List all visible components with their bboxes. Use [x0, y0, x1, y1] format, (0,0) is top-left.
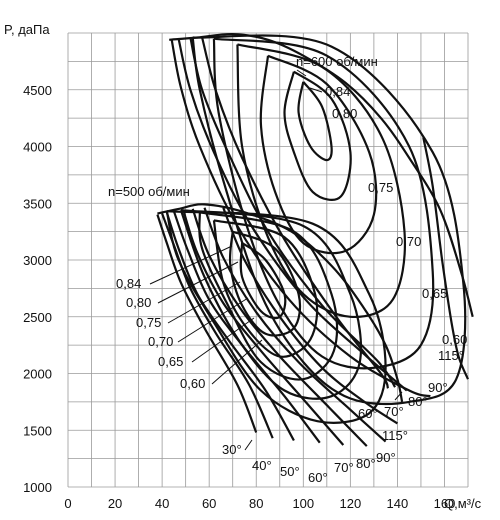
blade-angle-curve-600 — [201, 37, 390, 389]
leader-line — [149, 245, 233, 285]
fan-500-labels: n=500 об/мин 0,84 0,80 0,75 0,70 0,65 0,… — [108, 184, 408, 485]
eff-label-600-075: 0,75 — [368, 180, 393, 195]
y-tick-label: 2500 — [23, 310, 52, 325]
angle-label-500-70: 70° — [334, 460, 354, 475]
blade-angle-curve-500 — [222, 207, 399, 425]
leader-line — [394, 391, 403, 401]
x-tick-label: 60 — [202, 496, 216, 511]
x-tick-label: 120 — [340, 496, 362, 511]
head-curve-600 — [169, 32, 474, 318]
efficiency-contour-500 — [212, 219, 319, 358]
angle-label-600-90: 90° — [428, 380, 448, 395]
efficiency-contour-500 — [228, 230, 302, 337]
y-axis-title: P, даПа — [4, 22, 50, 37]
x-tick-label: 20 — [108, 496, 122, 511]
efficiency-contour-600 — [283, 70, 352, 201]
y-tick-label: 2000 — [23, 367, 52, 382]
x-tick-label: 100 — [292, 496, 314, 511]
speed-label-500: n=500 об/мин — [108, 184, 190, 199]
eff-label-600-070: 0,70 — [396, 234, 421, 249]
y-tick-label: 1000 — [23, 480, 52, 495]
blade-angle-curve-500 — [161, 213, 274, 439]
eff-label-500-065: 0,65 — [158, 354, 183, 369]
angle-label-600-115: 115° — [438, 348, 464, 363]
efficiency-contour-500 — [198, 211, 339, 381]
leader-lines — [149, 69, 403, 451]
angle-label-500-50: 50° — [280, 464, 300, 479]
y-tick-label: 1500 — [23, 423, 52, 438]
angle-label-500-90: 90° — [376, 450, 396, 465]
y-tick-label: 4500 — [23, 83, 52, 98]
blade-angle-curve-500 — [182, 209, 345, 446]
fan-600-labels: n=600 об/мин 0,84 0,80 0,75 0,70 0,65 0,… — [296, 54, 467, 421]
angle-label-500-80: 80° — [356, 456, 376, 471]
leader-line — [177, 297, 249, 343]
eff-label-500-080: 0,80 — [126, 295, 151, 310]
blade-angle-curve-500 — [191, 208, 368, 447]
y-tick-label: 3000 — [23, 253, 52, 268]
speed-label-600: n=600 об/мин — [296, 54, 378, 69]
x-tick-label: 140 — [387, 496, 409, 511]
leader-line — [244, 439, 253, 451]
leader-line — [211, 339, 263, 385]
y-tick-label: 3500 — [23, 196, 52, 211]
eff-label-500-060: 0,60 — [180, 376, 205, 391]
eff-label-600-084: 0,84 — [325, 84, 350, 99]
blade-angle-curve-500 — [172, 210, 321, 444]
leader-line — [191, 317, 255, 363]
eff-label-500-084: 0,84 — [116, 276, 141, 291]
angle-label-500-115: 115° — [382, 428, 408, 443]
leader-line — [309, 87, 323, 93]
blade-angle-curve-600 — [189, 37, 397, 388]
efficiency-contour-600 — [236, 43, 406, 319]
x-tick-label: 80 — [249, 496, 263, 511]
efficiency-contour-500 — [179, 209, 363, 400]
angle-label-600-60: 60° — [358, 406, 378, 421]
leader-line — [157, 261, 239, 304]
eff-label-500-070: 0,70 — [148, 334, 173, 349]
angle-label-500-60: 60° — [308, 470, 328, 485]
blade-angle-curve-500 — [156, 214, 258, 433]
efficiency-contour-600 — [297, 81, 333, 162]
efficiency-contour-500 — [239, 242, 287, 320]
efficiency-contour-600 — [191, 34, 467, 406]
eff-label-600-080: 0,80 — [332, 106, 357, 121]
tick-labels: 0 20 40 60 80 100 120 140 160 1000 1500 2000 2500 300… — [23, 83, 455, 511]
blade-angle-curve-500 — [203, 207, 387, 443]
angle-label-500-40: 40° — [252, 458, 272, 473]
blade-angle-curve-600 — [422, 137, 470, 380]
y-tick-label: 4000 — [23, 140, 52, 155]
head-curve-500 — [157, 203, 404, 403]
angle-label-600-70: 70° — [384, 404, 404, 419]
leader-line — [296, 69, 307, 77]
x-tick-label: 160 — [434, 496, 456, 511]
angle-label-600-80: 80° — [408, 394, 428, 409]
eff-label-600-060: 0,60 — [442, 332, 467, 347]
x-tick-label: 40 — [155, 496, 169, 511]
leader-line — [167, 281, 241, 324]
x-axis-title: Q,м³/с — [444, 496, 482, 511]
blade-angle-curve-500 — [165, 211, 295, 442]
angle-label-500-30: 30° — [222, 442, 242, 457]
eff-label-600-065: 0,65 — [422, 286, 447, 301]
eff-label-500-075: 0,75 — [136, 315, 161, 330]
grid — [67, 32, 469, 488]
x-tick-label: 0 — [64, 496, 71, 511]
curves — [156, 32, 474, 447]
